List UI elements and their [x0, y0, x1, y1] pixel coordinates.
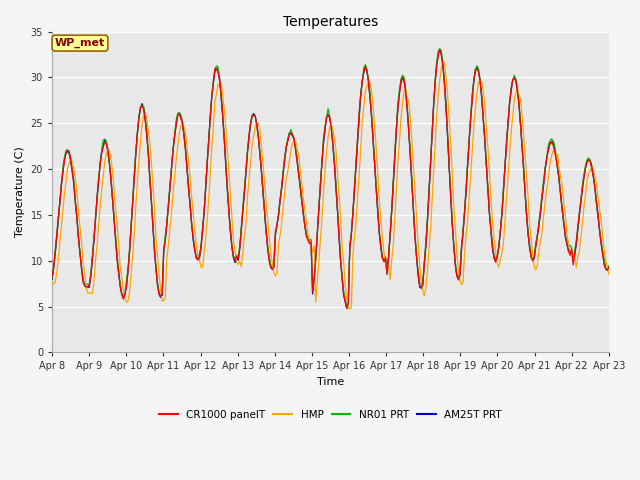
X-axis label: Time: Time [317, 377, 344, 387]
Title: Temperatures: Temperatures [283, 15, 378, 29]
Legend: CR1000 panelT, HMP, NR01 PRT, AM25T PRT: CR1000 panelT, HMP, NR01 PRT, AM25T PRT [155, 406, 506, 424]
Text: WP_met: WP_met [55, 38, 105, 48]
Y-axis label: Temperature (C): Temperature (C) [15, 146, 25, 238]
